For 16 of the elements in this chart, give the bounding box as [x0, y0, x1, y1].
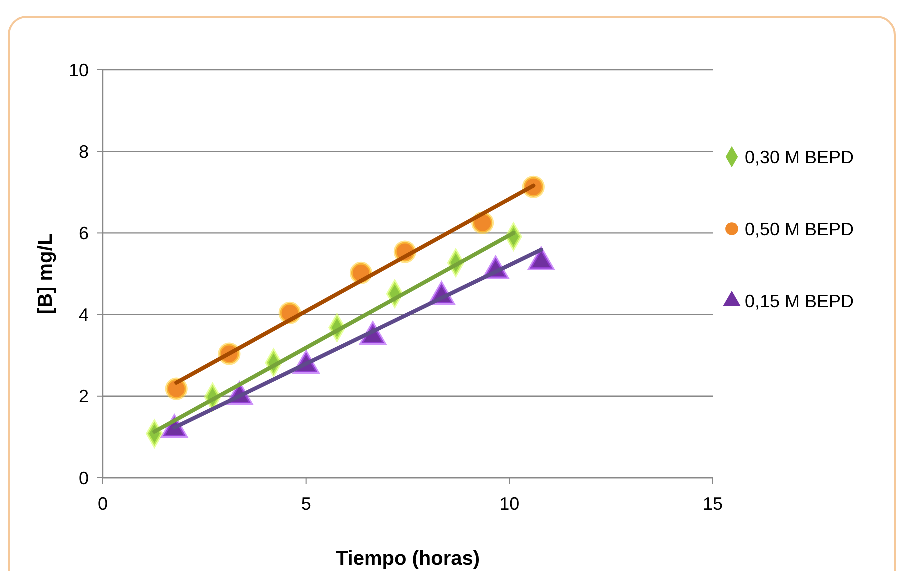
y-tick-label: 10: [68, 60, 89, 80]
x-tick-label: 5: [301, 494, 312, 514]
legend-label: 0,50 M BEPD: [745, 219, 854, 240]
y-axis-title: [B] mg/L: [35, 233, 57, 315]
x-tick-label: 10: [500, 494, 520, 514]
x-axis-title: Tiempo (horas): [336, 548, 480, 570]
y-tick-label: 0: [78, 468, 89, 488]
legend-label: 0,15 M BEPD: [745, 291, 854, 312]
legend-label: 0,30 M BEPD: [745, 147, 854, 168]
point: [165, 378, 188, 400]
x-tick-label: 0: [98, 494, 108, 514]
x-tick-label: 15: [702, 494, 724, 514]
y-tick-label: 8: [78, 142, 89, 162]
y-tick-label: 4: [78, 305, 89, 326]
y-tick-label: 6: [78, 224, 89, 244]
y-tick-label: 2: [78, 386, 89, 407]
